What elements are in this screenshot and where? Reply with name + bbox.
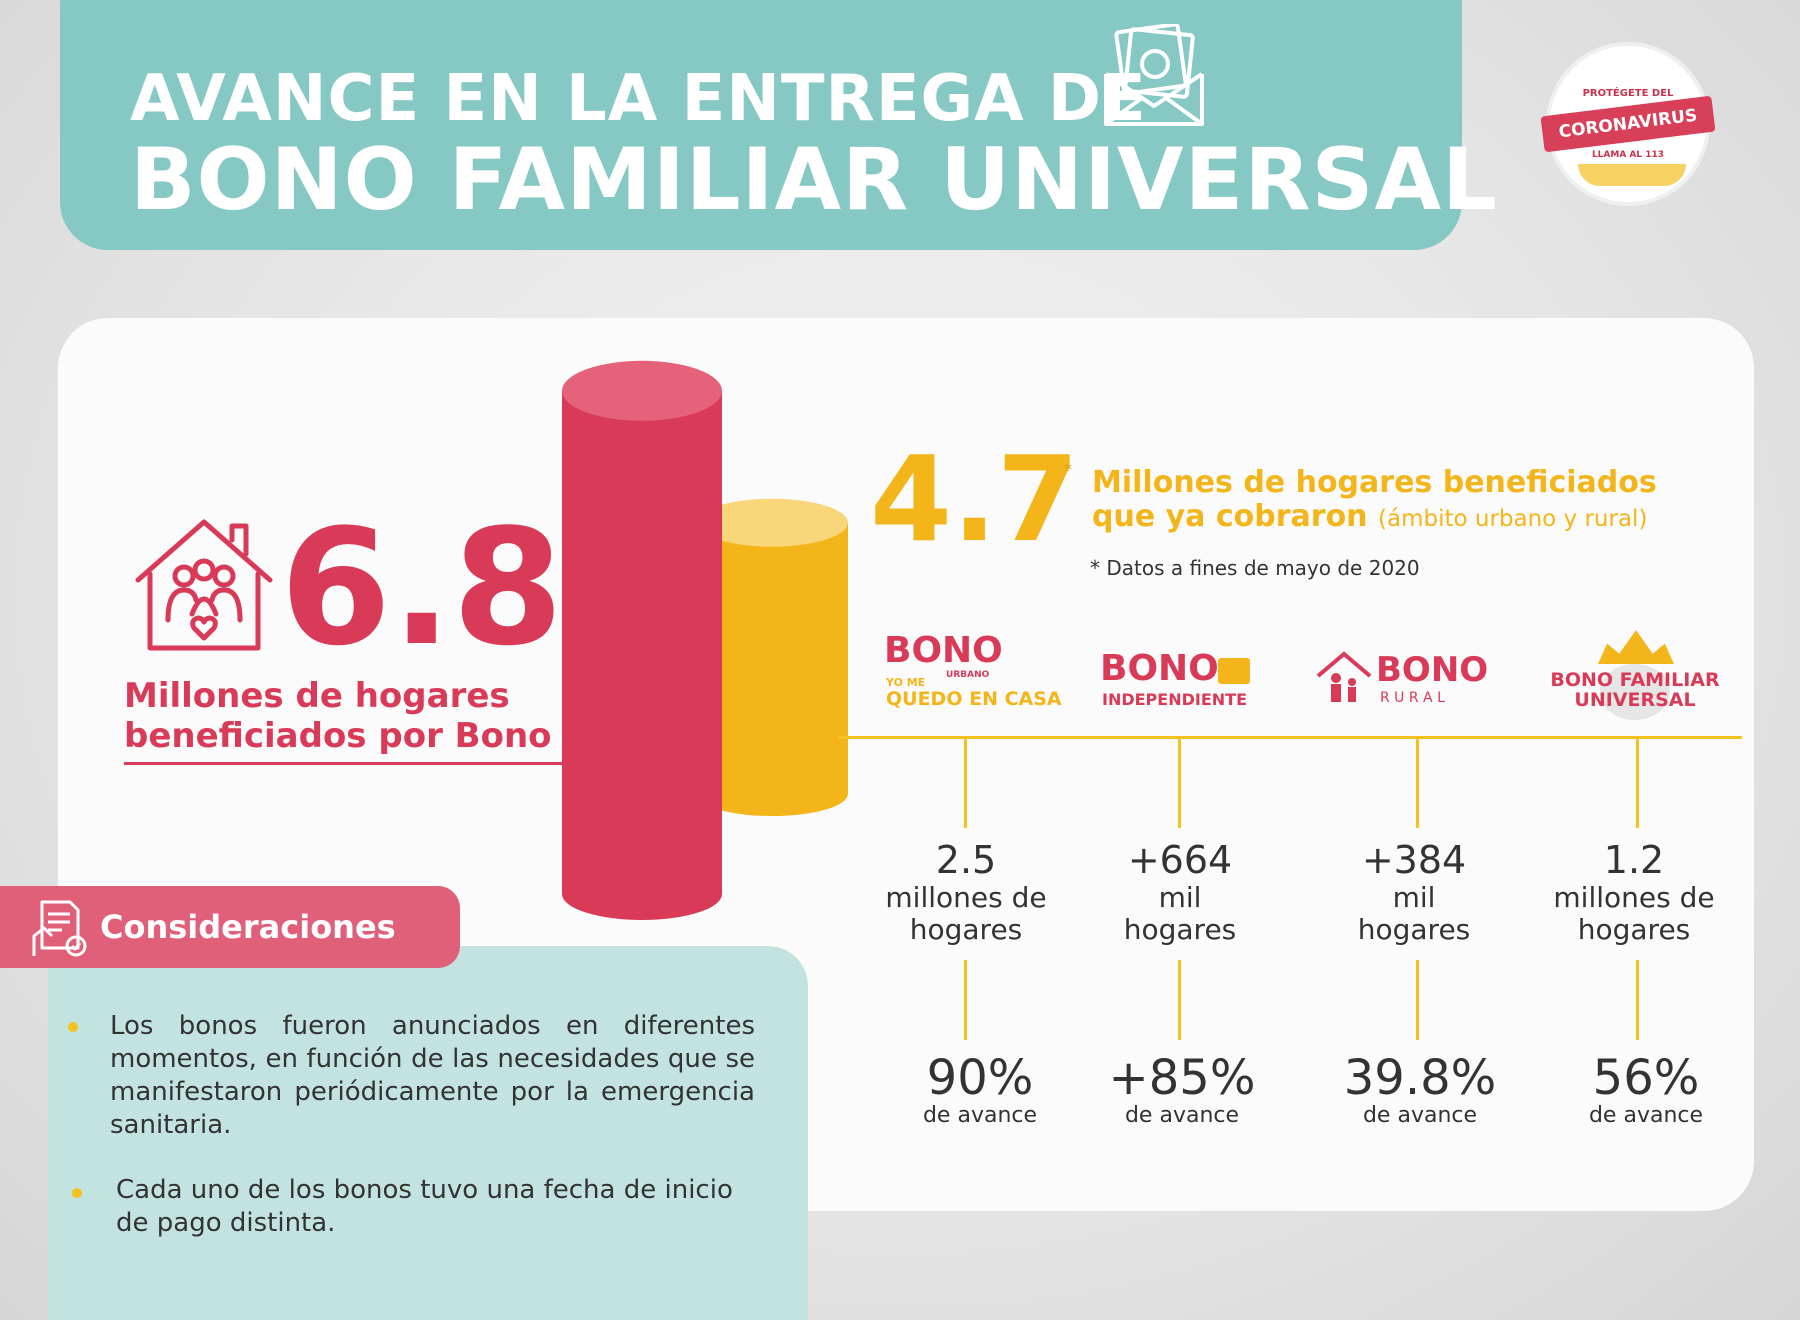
bullet-dot xyxy=(68,1022,78,1032)
bono-rural-connector-bottom xyxy=(1416,960,1419,1040)
total-households-label-line-1: Millones de hogares xyxy=(124,676,510,716)
coronavirus-badge: PROTÉGETE DEL CORONAVIRUS LLAMA AL 113 xyxy=(1540,42,1716,206)
bono-familiar-universal-unit-line-2: hogares xyxy=(1577,913,1691,946)
considerations-item-1: Los bonos fueron anunciados en diferente… xyxy=(110,1011,755,1140)
page-title-line-1: AVANCE EN LA ENTREGA DE xyxy=(130,62,1147,136)
header-banner xyxy=(60,0,1462,250)
bono-familiar-universal-amount: 1.2 millones de hogares xyxy=(1514,838,1754,946)
bono-independiente-logo-subtitle: INDEPENDIENTE xyxy=(1102,690,1247,709)
cylinder-bar-beneficiaries xyxy=(562,360,722,920)
bono-independiente-unit-line-2: hogares xyxy=(1123,913,1237,946)
bono-urbano-percent: 90% xyxy=(926,1050,1034,1106)
bono-familiar-universal-logo: BONO FAMILIAR UNIVERSAL xyxy=(1540,628,1730,720)
house-small-icon xyxy=(1218,658,1250,684)
bono-urbano-connector-top xyxy=(964,738,967,828)
bono-rural-percent-label: de avance xyxy=(1362,1103,1478,1128)
bono-independiente-logo: BONO INDEPENDIENTE xyxy=(1100,650,1270,712)
bono-independiente-value: +664 xyxy=(1127,838,1233,882)
bullet-dot xyxy=(72,1188,82,1198)
bono-independiente-logo-title: BONO xyxy=(1100,648,1219,689)
bono-independiente-percent-label: de avance xyxy=(1124,1103,1240,1128)
page-title-line-2: BONO FAMILIAR UNIVERSAL xyxy=(130,130,1498,230)
badge-accent xyxy=(1578,164,1686,186)
badge-bottom-text: LLAMA AL 113 xyxy=(1591,150,1665,160)
paid-households-value: 4.7 xyxy=(870,430,1080,568)
house-family-icon xyxy=(135,519,273,651)
badge-ribbon: CORONAVIRUS xyxy=(1540,95,1716,153)
total-households-value: 6.8 xyxy=(280,494,564,681)
bono-urbano-amount: 2.5 millones de hogares xyxy=(846,838,1086,946)
bono-rural-logo: BONO R U R A L xyxy=(1314,648,1494,712)
timeline-line xyxy=(838,736,1742,739)
bono-familiar-universal-connector-top xyxy=(1636,738,1639,828)
cylinder-bar-chart xyxy=(562,360,848,920)
bono-independiente-connector-bottom xyxy=(1178,960,1181,1040)
money-envelope-icon xyxy=(1104,24,1204,126)
bono-familiar-universal-connector-bottom xyxy=(1636,960,1639,1040)
bono-rural-unit-line-1: mil xyxy=(1392,881,1436,914)
bono-familiar-universal-percent: 56% xyxy=(1592,1050,1700,1106)
bono-urbano-logo-small: URBANO xyxy=(946,670,990,680)
bono-rural-logo-subtitle: R U R A L xyxy=(1380,690,1445,706)
total-households-label: Millones de hogares beneficiados por Bon… xyxy=(124,676,552,756)
bono-rural-progress: 39.8% de avance xyxy=(1300,1052,1540,1128)
bono-rural-logo-title: BONO xyxy=(1376,650,1489,690)
bono-independiente-percent: +85% xyxy=(1108,1050,1256,1106)
bono-rural-value: +384 xyxy=(1361,838,1467,882)
data-date-note: * Datos a fines de mayo de 2020 xyxy=(1090,556,1420,580)
bono-rural-percent: 39.8% xyxy=(1343,1050,1497,1106)
paid-households-label-line-2: que ya cobraron (ámbito urbano y rural) xyxy=(1092,500,1647,536)
bono-urbano-logo: BONO URBANO YO ME QUEDO EN CASA xyxy=(884,632,1064,712)
bono-independiente-progress: +85% de avance xyxy=(1062,1052,1302,1128)
bono-independiente-amount: +664 mil hogares xyxy=(1060,838,1300,946)
rural-family-icon xyxy=(1316,651,1372,702)
paid-households-label-sub: (ámbito urbano y rural) xyxy=(1378,506,1648,532)
bono-urbano-unit-line-2: hogares xyxy=(909,913,1023,946)
considerations-panel xyxy=(48,946,808,1320)
bono-independiente-connector-top xyxy=(1178,738,1181,828)
document-check-icon xyxy=(32,900,87,957)
bono-urbano-value: 2.5 xyxy=(935,838,997,882)
bono-rural-amount: +384 mil hogares xyxy=(1294,838,1534,946)
bono-urbano-connector-bottom xyxy=(964,960,967,1040)
bono-urbano-logo-yome: YO ME xyxy=(886,676,926,689)
bono-urbano-progress: 90% de avance xyxy=(860,1052,1100,1128)
paid-households-label-main: que ya cobraron xyxy=(1092,499,1368,534)
bono-familiar-universal-percent-label: de avance xyxy=(1588,1103,1704,1128)
bono-rural-unit-line-2: hogares xyxy=(1357,913,1471,946)
bono-familiar-universal-logo-subtitle: UNIVERSAL xyxy=(1574,689,1696,711)
badge-top-text: PROTÉGETE DEL xyxy=(1582,88,1674,99)
bono-urbano-percent-label: de avance xyxy=(922,1103,1038,1128)
bono-urbano-unit-line-1: millones de xyxy=(885,881,1047,914)
considerations-item-2: Cada uno de los bonos tuvo una fecha de … xyxy=(116,1175,733,1238)
bono-independiente-unit-line-1: mil xyxy=(1158,881,1202,914)
bono-urbano-logo-subtitle: QUEDO EN CASA xyxy=(886,688,1062,710)
bono-familiar-universal-unit-line-1: millones de xyxy=(1553,881,1715,914)
bono-familiar-universal-logo-title: BONO FAMILIAR xyxy=(1550,669,1720,691)
total-households-label-line-2: beneficiados por Bono xyxy=(124,716,552,756)
houses-small-icon xyxy=(1598,630,1674,664)
bono-familiar-universal-value: 1.2 xyxy=(1603,838,1665,882)
left-underline xyxy=(124,762,564,765)
paid-households-label-line-1: Millones de hogares beneficiados xyxy=(1092,465,1657,500)
bono-familiar-universal-progress: 56% de avance xyxy=(1526,1052,1766,1128)
paid-households-asterisk: * xyxy=(1064,460,1072,479)
considerations-title: Consideraciones xyxy=(100,908,396,946)
globe-icon xyxy=(1600,664,1670,720)
bono-rural-connector-top xyxy=(1416,738,1419,828)
bono-urbano-logo-title: BONO xyxy=(884,630,1003,671)
